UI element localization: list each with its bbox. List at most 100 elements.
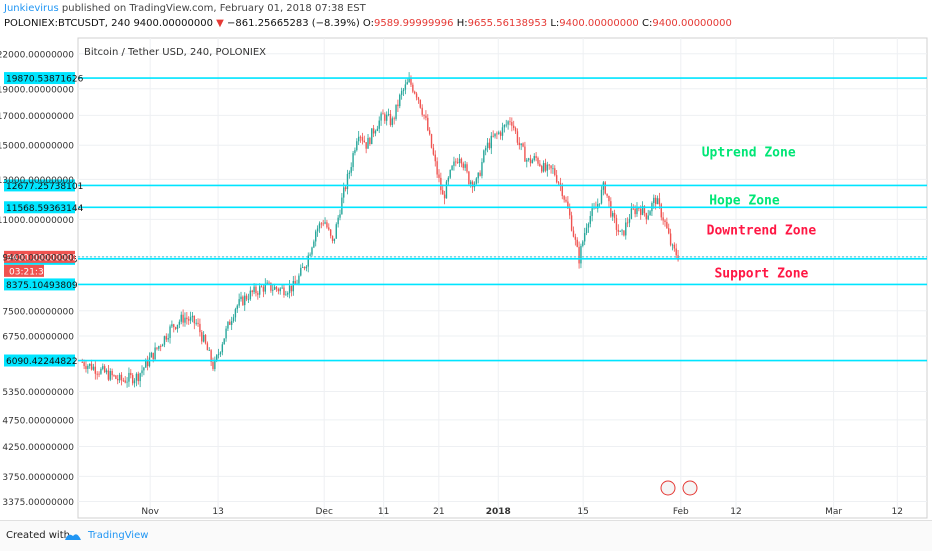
candle-body — [645, 213, 648, 220]
candle-body — [503, 124, 506, 128]
candle-body — [539, 163, 541, 167]
candle-body — [511, 122, 513, 126]
candle-body — [113, 375, 115, 377]
candle-body — [430, 134, 433, 148]
candle-body — [630, 208, 633, 219]
candle-body — [236, 305, 238, 310]
us-flag-icon[interactable] — [660, 480, 676, 496]
y-tick-label: 11000.00000000 — [0, 216, 74, 226]
tradingview-link[interactable]: TradingView — [88, 530, 149, 541]
candle-body — [458, 158, 461, 163]
candle-body — [546, 164, 549, 171]
x-tick-label: Dec — [315, 507, 332, 517]
candle-body — [600, 189, 603, 204]
candle-body — [294, 281, 296, 285]
candle-body — [109, 370, 111, 380]
candle-body — [481, 162, 483, 176]
candle-body — [208, 350, 210, 351]
down-arrow-icon: ▼ — [216, 18, 224, 29]
candle-body — [488, 142, 491, 149]
candle-body — [613, 212, 616, 219]
candle-body — [161, 344, 164, 347]
candle-body — [201, 332, 203, 342]
candle-body — [124, 380, 126, 383]
candle-body — [677, 255, 679, 261]
candle-body — [163, 336, 166, 345]
close-label: C: — [641, 18, 653, 29]
candle-body — [335, 224, 337, 239]
candle-body — [87, 365, 89, 369]
y-tick-label: 13000.00000000 — [0, 176, 74, 186]
candle-body — [305, 266, 308, 269]
candle-body — [438, 174, 440, 178]
candle-body — [542, 163, 545, 172]
candle-body — [649, 211, 651, 216]
candle-body — [634, 208, 636, 215]
candle-body — [505, 124, 507, 126]
candle-body — [189, 317, 192, 321]
candle-body — [186, 317, 188, 320]
candle-body — [415, 93, 418, 98]
candle-body — [658, 198, 661, 205]
candle-body — [100, 368, 102, 374]
open-label: O: — [362, 18, 374, 29]
candle-body — [344, 187, 347, 190]
candle-body — [526, 159, 528, 162]
us-flag-icon[interactable] — [682, 480, 698, 496]
candle-body — [315, 231, 317, 242]
candle-body — [329, 229, 332, 236]
candle-body — [272, 289, 274, 291]
candle-body — [229, 321, 231, 325]
candle-body — [199, 323, 201, 333]
candle-body — [326, 222, 328, 228]
candle-body — [518, 142, 521, 146]
candle-body — [204, 334, 207, 344]
candle-body — [234, 309, 237, 318]
y-tick-label: 19000.00000000 — [0, 85, 74, 95]
candle-body — [216, 355, 218, 361]
candle-body — [232, 317, 235, 322]
candle-body — [107, 370, 110, 380]
candle-body — [492, 135, 494, 137]
candle-body — [328, 227, 330, 230]
candle-body — [428, 130, 431, 135]
candle-body — [182, 314, 184, 323]
candle-body — [490, 135, 492, 149]
footer: Created with TradingView — [0, 520, 932, 551]
candle-body — [197, 322, 199, 324]
x-tick-label: 12 — [892, 507, 903, 517]
candle-body — [92, 366, 95, 370]
candle-body — [513, 125, 515, 128]
candle-body — [188, 319, 190, 321]
candle-body — [496, 133, 498, 135]
author-link[interactable]: Junkievirus — [4, 3, 59, 14]
candle-body — [666, 221, 668, 229]
candle-body — [167, 337, 169, 340]
open-value: 9589.99999996 — [373, 18, 454, 29]
candle-body — [283, 287, 285, 296]
candle-body — [636, 207, 638, 215]
candle-body — [378, 120, 380, 129]
candle-body — [516, 131, 519, 143]
event-flags[interactable] — [660, 480, 698, 496]
candle-body — [214, 360, 216, 370]
candle-body — [675, 248, 677, 256]
candle-body — [195, 322, 197, 324]
candle-body — [341, 197, 343, 215]
price-chart[interactable]: 19870.53871626 12677.25738101 11568.593631… — [0, 36, 932, 520]
candle-body — [460, 158, 463, 164]
x-tick-label: 21 — [433, 507, 444, 517]
level-label: 19870.53871626 — [6, 75, 84, 85]
candle-body — [582, 241, 584, 246]
candle-body — [85, 366, 87, 369]
candle-body — [541, 166, 543, 172]
chart-title: Bitcoin / Tether USD, 240, POLONIEX — [84, 47, 266, 58]
candle-body — [417, 97, 420, 100]
y-tick-label: 7500.00000000 — [2, 307, 74, 317]
candle-body — [90, 363, 93, 370]
candle-body — [477, 172, 479, 179]
plot-area[interactable] — [77, 37, 928, 519]
candle-body — [111, 370, 113, 376]
candle-body — [421, 107, 423, 115]
candle-body — [408, 77, 410, 83]
